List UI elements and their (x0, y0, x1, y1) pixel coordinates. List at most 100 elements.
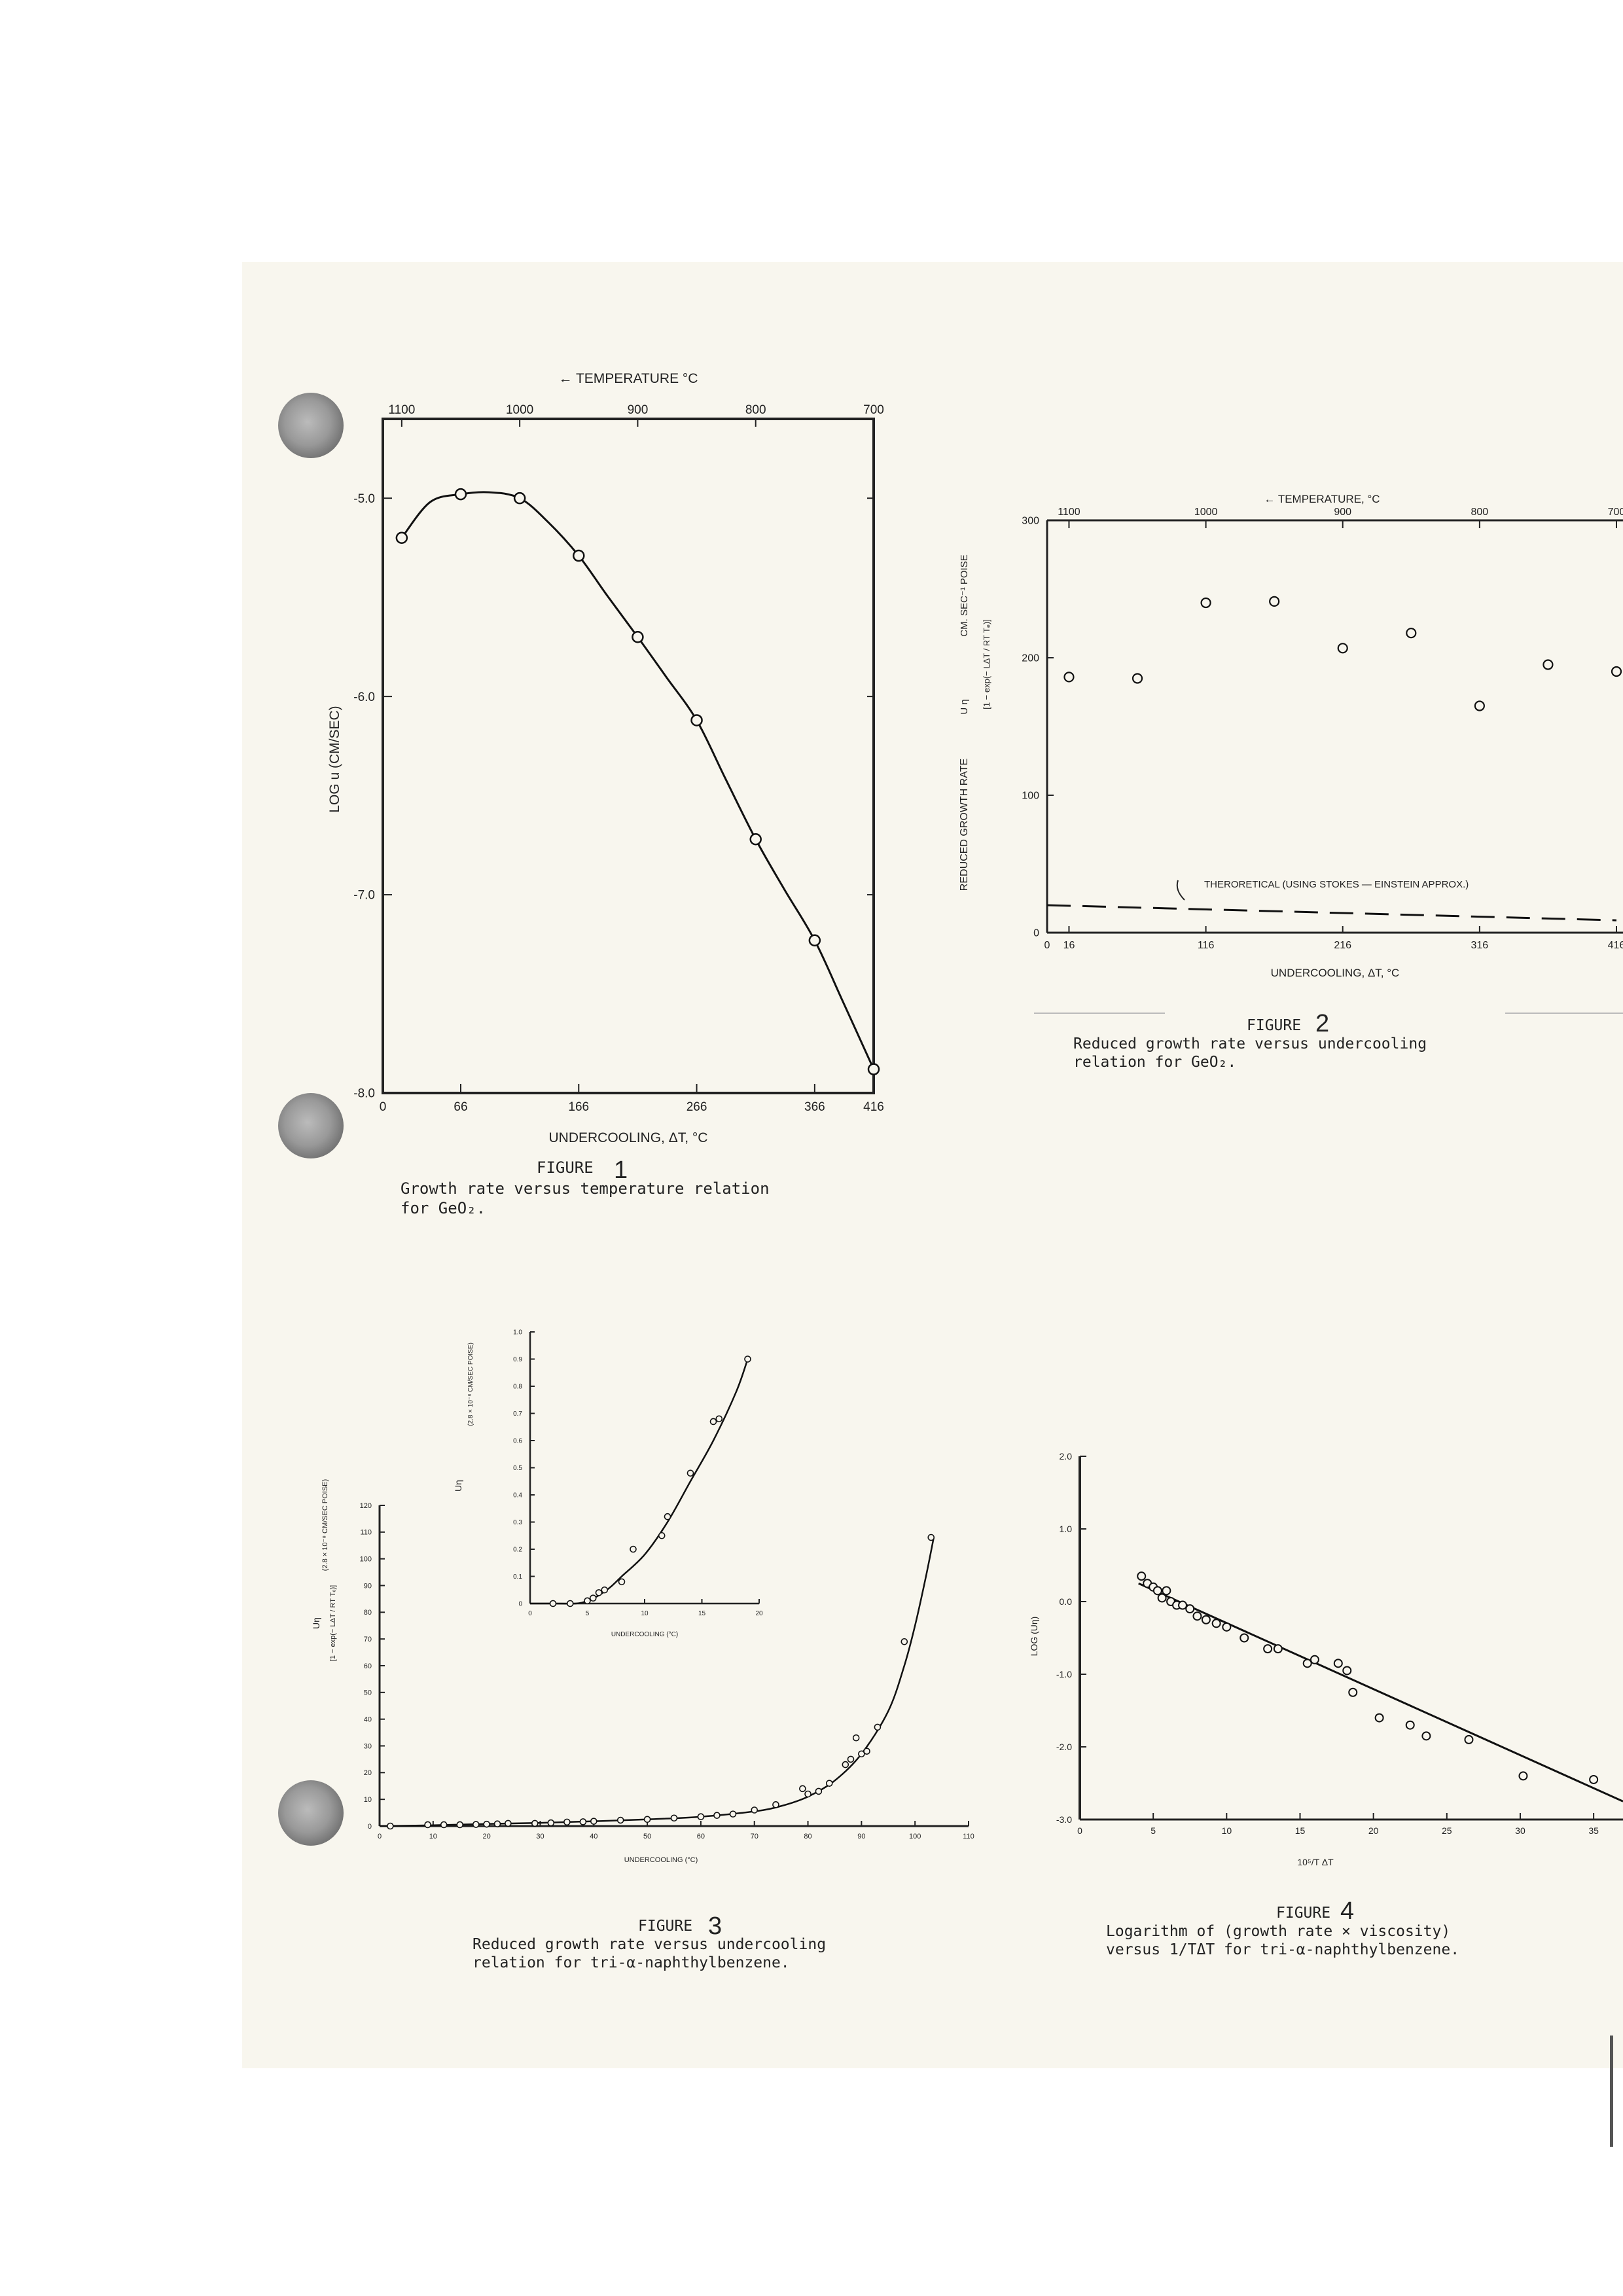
fig1-top-tick-label: 800 (745, 403, 766, 417)
fig1-plot-frame (382, 418, 875, 1094)
fig4-data-point (1310, 1655, 1319, 1664)
fig3-inset-data-point (618, 1578, 626, 1586)
fig2-y-axis-fraction-bottom: [1 − exp(− LΔT / RT Tₑ)] (982, 619, 991, 709)
fig2-data-point (1337, 643, 1348, 654)
figure-3-chart: UNDERCOOLING (°C) Uη [1 − exp(− LΔT / RT… (311, 1329, 974, 1972)
fig1-caption-line-2: for GeO₂. (401, 1199, 486, 1217)
fig1-x-tick-label: 66 (454, 1100, 467, 1114)
fig2-y-tick-label: 100 (1022, 791, 1039, 802)
fig3-data-point (858, 1750, 865, 1758)
fig2-y-tick-label: 0 (1033, 928, 1039, 939)
fig3-inset-fitted-curve (530, 1359, 749, 1605)
fig3-inset-y-tick-label: 0.8 (513, 1384, 522, 1391)
fig2-y-tick-label: 300 (1022, 516, 1039, 527)
figure-1-chart: ← TEMPERATURE °C UNDERCOOLING, ΔT, °C LO… (327, 371, 884, 1217)
fig4-x-tick-label: 15 (1295, 1825, 1306, 1836)
fig3-inset-data-point (549, 1600, 557, 1607)
fig3-inset-data-point (584, 1597, 591, 1605)
fig3-x-tick-label: 50 (643, 1833, 651, 1840)
fig2-data-point (1611, 666, 1622, 677)
fig3-inset-data-point (664, 1513, 671, 1520)
fig3-inset-data-point (601, 1586, 609, 1594)
fig1-x-tick-label: 416 (863, 1100, 884, 1114)
fig2-x-axis-label: UNDERCOOLING, ΔT, °C (1271, 967, 1400, 979)
fig3-data-point (863, 1748, 870, 1755)
fig3-inset-data-point (709, 1418, 717, 1426)
fig3-fitted-curve (379, 1537, 935, 1827)
fig4-caption-line-1: Logarithm of (growth rate × viscosity) (1106, 1923, 1450, 1940)
fig3-inset-y-tick-label: 0 (518, 1601, 522, 1608)
fig3-data-point (456, 1821, 464, 1829)
fig2-x-tick-label: 316 (1471, 940, 1489, 951)
fig3-data-point (825, 1780, 833, 1787)
punch-hole (278, 393, 344, 458)
fig3-inset-chart: UNDERCOOLING (°C) Uη (2.8 × 10⁻⁸ CM/SEC … (453, 1329, 763, 1639)
fig4-figure-label: FIGURE (1276, 1905, 1330, 1922)
fig1-data-point (395, 531, 408, 545)
fig3-inset-y-axis-fraction-top: Uη (453, 1480, 463, 1492)
fig3-x-tick-label: 80 (804, 1833, 812, 1840)
fig4-x-tick-label: 25 (1442, 1825, 1452, 1836)
fig4-data-point (1222, 1622, 1232, 1632)
fig3-data-point (729, 1810, 737, 1818)
fig3-inset-data-point (744, 1355, 751, 1363)
fig3-inset-y-tick-label: 0.9 (513, 1356, 522, 1363)
fig2-x-tick-label: 416 (1608, 940, 1623, 951)
fig1-top-tick-label: 1000 (506, 403, 533, 417)
fig3-x-tick-label: 20 (483, 1833, 491, 1840)
fig3-data-point (772, 1801, 779, 1808)
fig2-top-tick-label: 1000 (1194, 507, 1218, 518)
fig4-y-tick-label: -3.0 (1056, 1814, 1072, 1825)
fig4-caption-line-2: versus 1/TΔT for tri-α-naphthylbenzene. (1106, 1941, 1459, 1958)
fig3-data-point (751, 1806, 758, 1814)
fig2-y-tick-label: 200 (1022, 653, 1039, 664)
fig3-x-tick-label: 110 (963, 1833, 974, 1840)
fig4-data-point (1333, 1659, 1343, 1668)
fig4-y-tick-label: -2.0 (1056, 1742, 1072, 1752)
fig4-data-point (1201, 1615, 1211, 1624)
fig3-caption-line-1: Reduced growth rate versus undercooling (473, 1936, 826, 1953)
fig3-inset-y-axis-units: (2.8 × 10⁻⁸ CM/SEC POISE) (467, 1342, 474, 1426)
fig3-data-point (842, 1761, 849, 1768)
fig2-data-point (1543, 659, 1554, 670)
fig1-figure-number: 1 (614, 1157, 628, 1184)
fig3-inset-x-tick-label: 0 (528, 1610, 532, 1617)
punch-hole (278, 1780, 344, 1846)
fig1-data-point (690, 714, 703, 726)
fig3-y-tick-label: 40 (364, 1716, 372, 1724)
fig3-data-point (799, 1785, 806, 1793)
fig3-data-point (531, 1820, 539, 1827)
figure-4-chart: 10⁵/T ΔT LOG (Uη) 0 5 10 15 20 25 30 35 2.0 1.0 0.… (1029, 1451, 1623, 1958)
punch-hole (278, 1093, 344, 1158)
fig3-x-tick-label: 100 (909, 1833, 921, 1840)
fig4-data-point (1157, 1593, 1167, 1603)
fig3-x-tick-label: 60 (697, 1833, 705, 1840)
fig3-inset-data-point (630, 1545, 637, 1553)
fig1-data-point (749, 833, 762, 846)
fig3-data-point (563, 1818, 571, 1826)
fig2-y-axis-fraction-top: U η (959, 699, 970, 714)
fig4-x-tick-label: 35 (1588, 1825, 1599, 1836)
fig4-data-point (1185, 1604, 1195, 1614)
fig3-data-point (815, 1787, 823, 1795)
fig2-x-tick-label: 216 (1334, 940, 1351, 951)
fig1-data-point (808, 934, 821, 946)
fig4-data-point (1302, 1659, 1312, 1668)
fig3-data-point (670, 1814, 678, 1822)
fig3-x-axis-label: UNDERCOOLING (°C) (624, 1856, 698, 1864)
fig1-fitted-curve (401, 491, 875, 1070)
fig2-theory-pointer (1176, 880, 1185, 901)
fig3-data-point (713, 1812, 721, 1819)
fig2-y-axis-units: CM. SEC⁻¹ POISE (959, 554, 970, 636)
fig3-inset-data-point (687, 1469, 694, 1477)
fig2-data-point (1063, 672, 1075, 683)
fig1-top-axis-label: ← TEMPERATURE °C (559, 371, 698, 386)
fig1-data-point (454, 488, 467, 501)
fig2-top-tick-label: 700 (1608, 507, 1623, 518)
fig1-data-point (867, 1063, 880, 1075)
fig1-x-tick-label: 166 (568, 1100, 589, 1114)
fig4-data-point (1240, 1633, 1249, 1643)
fig3-y-tick-label: 0 (368, 1823, 372, 1831)
fig2-theory-label: THERORETICAL (USING STOKES — EINSTEIN AP… (1204, 879, 1469, 890)
